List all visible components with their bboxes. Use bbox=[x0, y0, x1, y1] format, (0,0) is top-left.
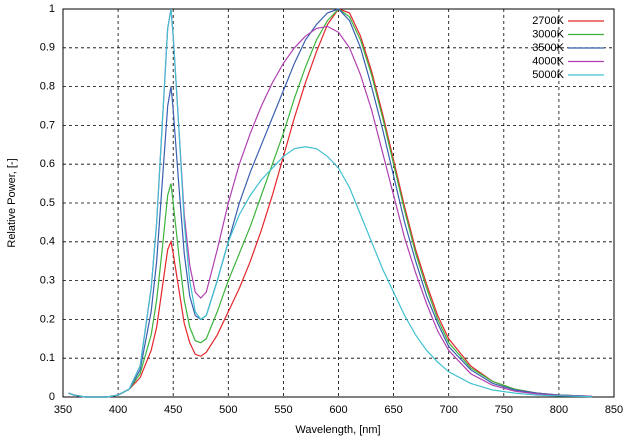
x-tick-label: 550 bbox=[274, 404, 292, 416]
y-tick-label: 0.6 bbox=[40, 158, 55, 170]
x-tick-label: 850 bbox=[605, 404, 623, 416]
y-tick-label: 0.9 bbox=[40, 42, 55, 54]
y-tick-label: 0.8 bbox=[40, 81, 55, 93]
x-tick-label: 650 bbox=[384, 404, 402, 416]
y-axis-label: Relative Power, [-] bbox=[6, 158, 18, 247]
x-tick-label: 450 bbox=[164, 404, 182, 416]
legend-label: 5000K bbox=[532, 69, 564, 81]
y-tick-label: 0.2 bbox=[40, 313, 55, 325]
x-tick-label: 600 bbox=[329, 404, 347, 416]
y-tick-label: 1 bbox=[49, 3, 55, 15]
legend-label: 3500K bbox=[532, 42, 564, 54]
y-tick-label: 0.7 bbox=[40, 119, 55, 131]
legend-label: 2700K bbox=[532, 15, 564, 27]
x-tick-label: 700 bbox=[440, 404, 458, 416]
x-tick-label: 350 bbox=[54, 404, 72, 416]
x-tick-label: 400 bbox=[109, 404, 127, 416]
x-tick-label: 750 bbox=[495, 404, 513, 416]
y-tick-label: 0.5 bbox=[40, 197, 55, 209]
series-line bbox=[68, 8, 592, 398]
series-line bbox=[68, 8, 592, 398]
series-line bbox=[68, 8, 592, 398]
series-line bbox=[68, 8, 592, 398]
x-axis-label: Wavelength, [nm] bbox=[295, 424, 380, 436]
y-tick-label: 0.1 bbox=[40, 352, 55, 364]
legend-label: 3000K bbox=[532, 28, 564, 40]
legend-label: 4000K bbox=[532, 55, 564, 67]
x-tick-label: 800 bbox=[550, 404, 568, 416]
x-tick-label: 500 bbox=[219, 404, 237, 416]
y-tick-label: 0 bbox=[49, 391, 55, 403]
y-tick-label: 0.4 bbox=[40, 236, 55, 248]
y-tick-label: 0.3 bbox=[40, 275, 55, 287]
